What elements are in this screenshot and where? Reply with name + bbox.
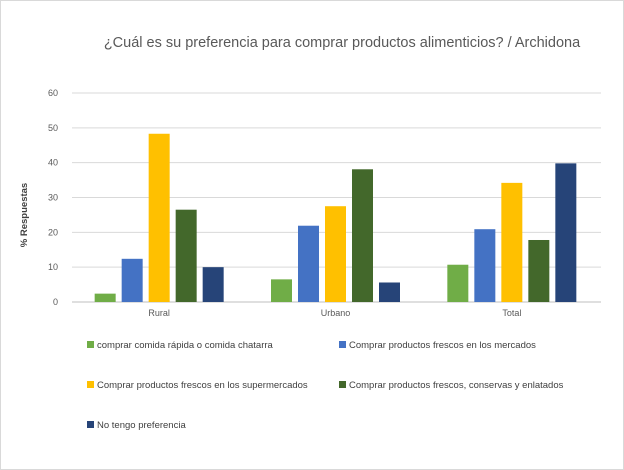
bar	[379, 282, 400, 302]
legend-entry: comprar comida rápida o comida chatarra	[97, 340, 274, 351]
legend-swatch	[339, 341, 346, 348]
legend-swatch	[87, 341, 94, 348]
bar	[447, 264, 469, 302]
legend-swatch	[87, 381, 94, 388]
bar	[175, 209, 197, 302]
bar	[501, 182, 523, 302]
legend: comprar comida rápida o comida chatarra C…	[87, 340, 564, 431]
y-tick-label: 30	[48, 193, 58, 203]
bar	[325, 206, 346, 302]
legend-entry: Comprar productos frescos en los superme…	[97, 380, 308, 391]
y-tick-label: 20	[48, 227, 58, 237]
bar	[271, 279, 292, 302]
y-tick-label: 50	[48, 123, 58, 133]
bar	[298, 225, 319, 302]
bar	[528, 239, 550, 302]
legend-swatch	[87, 421, 94, 428]
y-tick-label: 40	[48, 158, 58, 168]
x-tick-label: Rural	[148, 308, 170, 318]
chart-title: ¿Cuál es su preferencia para comprar pro…	[104, 35, 581, 51]
y-tick-label: 10	[48, 262, 58, 272]
bars	[94, 133, 577, 302]
bar	[94, 293, 116, 302]
bar	[352, 169, 373, 302]
y-axis-ticks: 0 10 20 30 40 50 60	[48, 88, 58, 307]
y-tick-label: 0	[53, 297, 58, 307]
legend-swatch	[339, 381, 346, 388]
bar	[148, 133, 170, 302]
bar	[121, 258, 143, 302]
legend-entry: Comprar productos frescos en los mercado…	[349, 340, 536, 351]
x-tick-label: Total	[502, 308, 521, 318]
bar	[202, 267, 224, 302]
y-axis-label: % Respuestas	[19, 183, 30, 247]
legend-entry: No tengo preferencia	[97, 420, 186, 431]
y-tick-label: 60	[48, 88, 58, 98]
x-axis-ticks: Rural Urbano Total	[148, 308, 521, 318]
bar	[555, 163, 577, 302]
bar	[474, 229, 496, 302]
x-tick-label: Urbano	[321, 308, 351, 318]
legend-entry: Comprar productos frescos, conservas y e…	[349, 380, 564, 391]
